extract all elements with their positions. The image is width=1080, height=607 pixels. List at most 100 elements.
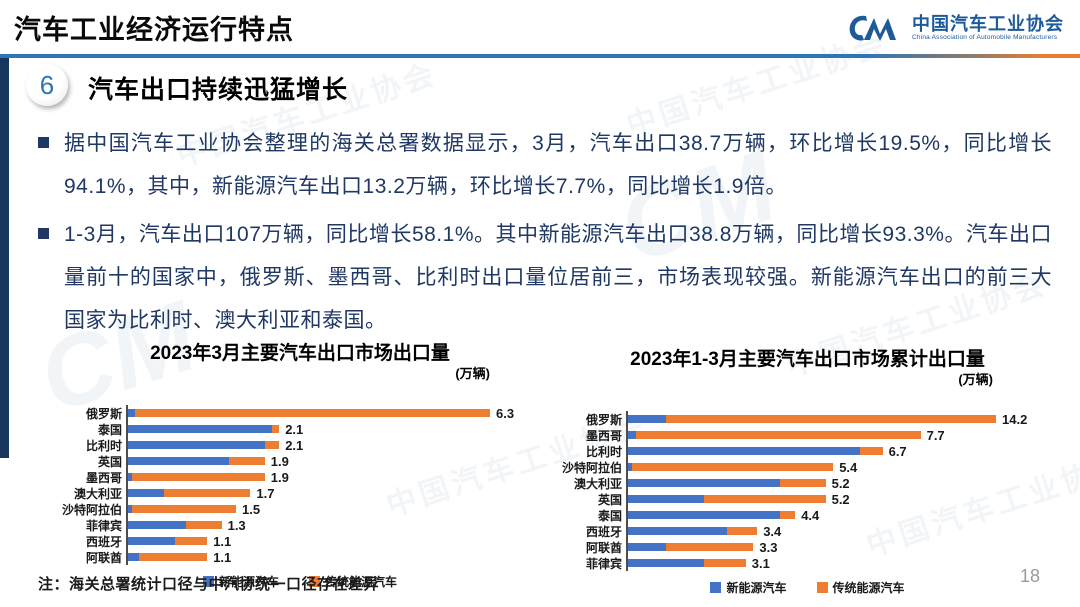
- legend-item-ice: 传统能源汽车: [816, 579, 905, 596]
- legend-label: 新能源汽车: [218, 575, 279, 589]
- ice-bar-segment: [131, 505, 236, 513]
- chart-row: 泰国 2.1: [60, 421, 540, 437]
- footnote: 注：海关总署统计口径与中汽协统一口径存在差异: [38, 576, 380, 593]
- bullet-text: 1-3月，汽车出口107万辆，同比增长58.1%。其中新能源汽车出口38.8万辆…: [64, 223, 1052, 333]
- value-label: 2.1: [285, 437, 304, 453]
- bar-track: 1.9: [126, 453, 540, 469]
- nev-bar-segment: [128, 489, 164, 497]
- value-label: 5.4: [839, 459, 858, 475]
- bullet-item: 1-3月，汽车出口107万辆，同比增长58.1%。其中新能源汽车出口38.8万辆…: [38, 213, 1052, 342]
- category-label: 沙特阿拉伯: [561, 460, 622, 475]
- bullet-item: 据中国汽车工业协会整理的海关总署数据显示，3月，汽车出口38.7万辆，环比增长1…: [38, 122, 1052, 208]
- category-label: 澳大利亚: [573, 476, 622, 491]
- category-label: 阿联酋: [85, 550, 122, 565]
- chart-row: 阿联酋 1.1: [60, 549, 540, 565]
- category-label: 墨西哥: [585, 428, 622, 443]
- bar-track: 2.1: [126, 437, 540, 453]
- nev-bar-segment: [628, 495, 704, 503]
- ice-bar-segment: [264, 441, 280, 449]
- chart-row: 菲律宾 1.3: [60, 517, 540, 533]
- caam-logo: 中国汽车工业协会 China Association of Automobile…: [846, 10, 1064, 46]
- value-label: 6.7: [888, 443, 907, 459]
- nev-bar-segment: [128, 409, 136, 417]
- chart-unit-label: (万辆): [455, 366, 490, 381]
- ice-legend-swatch: [816, 582, 828, 593]
- value-label: 1.1: [213, 549, 232, 565]
- bar-track: 3.4: [626, 523, 1055, 539]
- bar-track: 1.3: [126, 517, 540, 533]
- bar-track: 14.2: [626, 411, 1055, 427]
- ice-bar-segment: [859, 447, 883, 455]
- nev-legend-swatch: [202, 576, 214, 587]
- chart-row: 沙特阿拉伯 5.4: [560, 459, 1055, 475]
- chart-row: 澳大利亚 1.7: [60, 485, 540, 501]
- ice-bar-segment: [631, 463, 834, 471]
- nev-bar-segment: [128, 553, 139, 561]
- nev-bar-segment: [628, 543, 666, 551]
- nev-bar-segment: [628, 511, 780, 519]
- bar-track: 1.1: [126, 533, 540, 549]
- nev-bar-segment: [128, 441, 265, 449]
- nev-bar-segment: [128, 521, 186, 529]
- chart-row: 西班牙 1.1: [60, 533, 540, 549]
- bar-track: 3.1: [626, 555, 1055, 571]
- category-label: 菲律宾: [585, 556, 622, 571]
- chart-row: 英国 5.2: [560, 491, 1055, 507]
- chart-row: 英国 1.9: [60, 453, 540, 469]
- bar-track: 6.7: [626, 443, 1055, 459]
- category-label: 俄罗斯: [85, 406, 122, 421]
- ice-bar-segment: [666, 543, 754, 551]
- chart-row: 墨西哥 7.7: [560, 427, 1055, 443]
- value-label: 1.5: [241, 501, 261, 517]
- chart-legend: 新能源汽车 传统能源汽车: [60, 573, 540, 590]
- plot-area: 俄罗斯 6.3 泰国 2.1 比利时 2.1 英国 1.9 墨西哥 1.9 澳大利亚 1.7 沙特阿拉伯…: [60, 405, 540, 565]
- chart-march-exports: 2023年3月主要汽车出口市场出口量 (万辆) 俄罗斯 6.3 泰国 2.1 比利时 2.…: [60, 338, 540, 590]
- bullet-text: 据中国汽车工业协会整理的海关总署数据显示，3月，汽车出口38.7万辆，环比增长1…: [64, 132, 1052, 199]
- ice-bar-segment: [228, 457, 265, 465]
- legend-item-nev: 新能源汽车: [710, 579, 787, 596]
- bar-track: 3.3: [626, 539, 1055, 555]
- ice-bar-segment: [726, 527, 758, 535]
- plot-area: 俄罗斯 14.2 墨西哥 7.7 比利时 6.7 沙特阿拉伯 5.4 澳大利亚 5.2 英国 5.2 泰…: [560, 411, 1055, 571]
- value-label: 5.2: [831, 475, 850, 491]
- chart-row: 西班牙 3.4: [560, 523, 1055, 539]
- bar-track: 1.7: [126, 485, 540, 501]
- bar-track: 5.2: [626, 475, 1055, 491]
- legend-label: 传统能源汽车: [325, 575, 398, 589]
- legend-item-nev: 新能源汽车: [202, 573, 279, 590]
- ice-legend-swatch: [309, 576, 320, 587]
- bar-track: 6.3: [126, 405, 540, 421]
- chart-title: 2023年1-3月主要汽车出口市场累计出口量: [630, 349, 985, 370]
- category-label: 澳大利亚: [73, 486, 122, 501]
- chart-row: 菲律宾 3.1: [560, 555, 1055, 571]
- nev-bar-segment: [628, 559, 704, 567]
- value-label: 3.4: [763, 523, 782, 539]
- logo-org-name-cn: 中国汽车工业协会: [912, 13, 1064, 34]
- ice-bar-segment: [666, 415, 996, 423]
- bar-track: 1.1: [126, 549, 540, 565]
- section-left-accent-bar: [0, 58, 9, 458]
- category-label: 泰国: [97, 422, 122, 437]
- ice-bar-segment: [704, 495, 826, 503]
- legend-item-ice: 传统能源汽车: [309, 573, 397, 590]
- legend-label: 传统能源汽车: [832, 581, 905, 595]
- legend-label: 新能源汽车: [726, 581, 787, 595]
- page-number: 18: [1019, 566, 1040, 586]
- square-bullet-icon: [38, 137, 49, 148]
- nev-bar-segment: [128, 537, 175, 545]
- category-label: 阿联酋: [585, 540, 622, 555]
- logo-org-name-en: China Association of Automobile Manufact…: [912, 34, 1058, 42]
- caam-monogram-icon: [849, 15, 896, 41]
- ice-bar-segment: [131, 473, 265, 481]
- ice-bar-segment: [635, 431, 921, 439]
- bar-track: 4.4: [626, 507, 1055, 523]
- value-label: 14.2: [1002, 411, 1028, 427]
- chart-row: 比利时 2.1: [60, 437, 540, 453]
- chart-row: 沙特阿拉伯 1.5: [60, 501, 540, 517]
- ice-bar-segment: [704, 559, 746, 567]
- ice-bar-segment: [174, 537, 208, 545]
- chart-unit-label: (万辆): [958, 372, 993, 387]
- value-label: 2.1: [285, 421, 304, 437]
- nev-bar-segment: [628, 463, 632, 471]
